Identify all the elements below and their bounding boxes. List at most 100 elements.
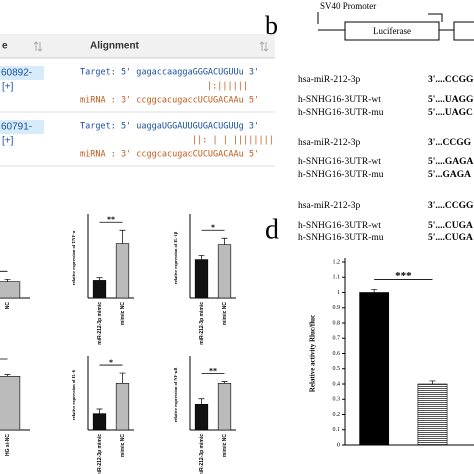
x-tick-label: HG si-NC: [5, 434, 11, 456]
error-bar: [96, 408, 103, 414]
significance: **: [107, 215, 115, 224]
error-bar: [4, 374, 11, 377]
seq: 5'....CUGA: [428, 221, 473, 231]
id-highlight: [0, 120, 44, 134]
utr-box: [453, 21, 474, 41]
y-tick-label: 1.1: [333, 275, 341, 281]
bar: [0, 281, 21, 299]
bar: [417, 383, 448, 446]
seq: 5'....UAGG: [428, 95, 474, 105]
x-tick-label: NC: [5, 302, 11, 310]
bar: [194, 404, 209, 431]
y-tick-label: 0.8: [333, 320, 341, 326]
y-tick-label: 0.1: [333, 427, 341, 433]
seq: 5'....CUGA: [428, 233, 473, 243]
y-axis-label: relative expression of TNF-α: [71, 230, 76, 285]
y-axis-label: Relative activity Rluc/fluc: [309, 315, 317, 392]
bar: [0, 376, 21, 431]
bar: [115, 243, 130, 299]
panel-label: d: [265, 214, 279, 245]
bar: [217, 244, 232, 299]
error-bar: [119, 229, 126, 244]
seq-name: h-SNHG16-3UTR-wt: [298, 221, 381, 231]
seq: 5'....GAGA: [428, 157, 474, 167]
seq-name: h-SNHG16-3UTR-mu: [298, 233, 384, 243]
y-tick-label: 0.7: [333, 336, 341, 342]
sort-icon[interactable]: [33, 41, 43, 52]
y-tick-label: 0.6: [333, 351, 341, 357]
x-tick-label: miR-212-3p mimic: [199, 302, 205, 345]
error-bar: [429, 380, 436, 384]
panel-label: b: [265, 11, 278, 40]
error-bar: [371, 289, 378, 293]
match-line: |:||||||: [207, 82, 248, 92]
table-header: [0, 34, 275, 58]
sort-icon[interactable]: [259, 41, 269, 52]
y-axis-label: relative expression of IL-6: [71, 369, 76, 420]
row-tag: [+]: [2, 82, 14, 93]
x-tick-label: mimic NC: [222, 434, 228, 457]
x-tick-label: miR-212-3p mimic: [199, 434, 205, 474]
significance: ***: [395, 270, 412, 282]
y-tick-label: 0.9: [333, 305, 341, 311]
y-tick-label: 0: [337, 442, 340, 448]
error-bar: [198, 398, 205, 405]
row-tag: [+]: [2, 136, 14, 147]
error-bar: [221, 381, 228, 384]
y-tick-label: 0.3: [333, 397, 341, 403]
seq-name: hsa-miR-212-3p: [298, 201, 361, 211]
mirna-seq: miRNA : 3' ccggcacugaccUCUGACAAu 5': [80, 96, 259, 106]
y-axis-label: relative expression of IL-1β: [173, 231, 178, 284]
bar: [92, 280, 107, 299]
y-tick-label: 0.5: [333, 366, 341, 372]
y-tick-label: 0.2: [333, 412, 341, 418]
arrow: [428, 13, 443, 22]
y-tick-label: 1.2: [333, 259, 341, 265]
mirna-seq: miRNA : 3' ccggcacugacCUCUGACAAu 5': [80, 150, 259, 160]
seq-name: h-SNHG16-3UTR-mu: [298, 170, 384, 180]
gene-label: Luciferase: [373, 26, 411, 36]
header: e: [2, 41, 8, 52]
luciferase-box: [344, 21, 440, 41]
seq: 3'....CCGG: [428, 201, 474, 211]
seq-name: h-SNHG16-3UTR-wt: [298, 95, 381, 105]
seq-name: h-SNHG16-3UTR-mu: [298, 108, 384, 118]
bar: [217, 383, 232, 431]
seq-name: hsa-miR-212-3p: [298, 138, 361, 148]
error-bar: [119, 372, 126, 384]
y-tick-label: 0.4: [333, 381, 341, 387]
seq-name: h-SNHG16-3UTR-wt: [298, 157, 381, 167]
id-highlight: [0, 66, 44, 80]
error-bar: [198, 254, 205, 260]
seq-name: hsa-miR-212-3p: [298, 75, 361, 85]
bar: [92, 413, 107, 431]
error-bar: [221, 237, 228, 245]
target-seq: Target: 5' uaggaUGGAUUGUGACUGUUg 3': [80, 122, 259, 132]
seq: 3'...CCGG: [428, 138, 472, 148]
row-id: 60791-: [1, 122, 32, 133]
x-tick-label: mimic NC: [222, 302, 228, 325]
significance: **: [209, 366, 217, 375]
y-tick-label: 1: [337, 290, 340, 296]
error-bar: [4, 278, 11, 282]
header: Alignment: [90, 41, 140, 52]
seq: 5'...GAGA: [428, 170, 471, 180]
significance: *: [211, 223, 215, 232]
x-tick-label: mimic NC: [120, 434, 126, 457]
match-line: ||: | | ||||||||: [192, 136, 274, 146]
significance: *: [109, 358, 113, 367]
x-tick-label: miR-212-3p mimic: [97, 302, 103, 345]
row-id: 60892-: [1, 68, 32, 79]
seq: 3'....CCGG: [428, 75, 474, 85]
bar: [359, 292, 390, 446]
error-bar: [96, 277, 103, 281]
bar: [194, 259, 209, 299]
target-seq: Target: 5' gagaccaaggaGGGACUGUUu 3': [80, 68, 259, 78]
seq: 5'....UAGC: [428, 108, 473, 118]
y-axis-label: relative expression of NF-κB: [173, 368, 178, 423]
x-tick-label: mimic NC: [120, 302, 126, 325]
x-tick-label: miR-212-3p mimic: [97, 434, 103, 474]
promoter-label: SV40 Promoter: [320, 1, 376, 11]
bar: [115, 383, 130, 431]
